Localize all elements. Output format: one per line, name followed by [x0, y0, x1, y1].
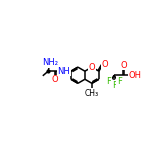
Text: F: F	[112, 81, 117, 90]
Text: O: O	[52, 75, 58, 84]
Text: NH₂: NH₂	[42, 58, 58, 67]
Text: CH₃: CH₃	[85, 89, 99, 98]
Text: F: F	[117, 77, 122, 86]
Text: O: O	[120, 61, 127, 70]
Text: O: O	[102, 60, 108, 69]
Text: OH: OH	[128, 71, 141, 80]
Text: F: F	[106, 77, 111, 86]
Text: NH: NH	[57, 67, 70, 76]
Text: O: O	[89, 63, 95, 72]
